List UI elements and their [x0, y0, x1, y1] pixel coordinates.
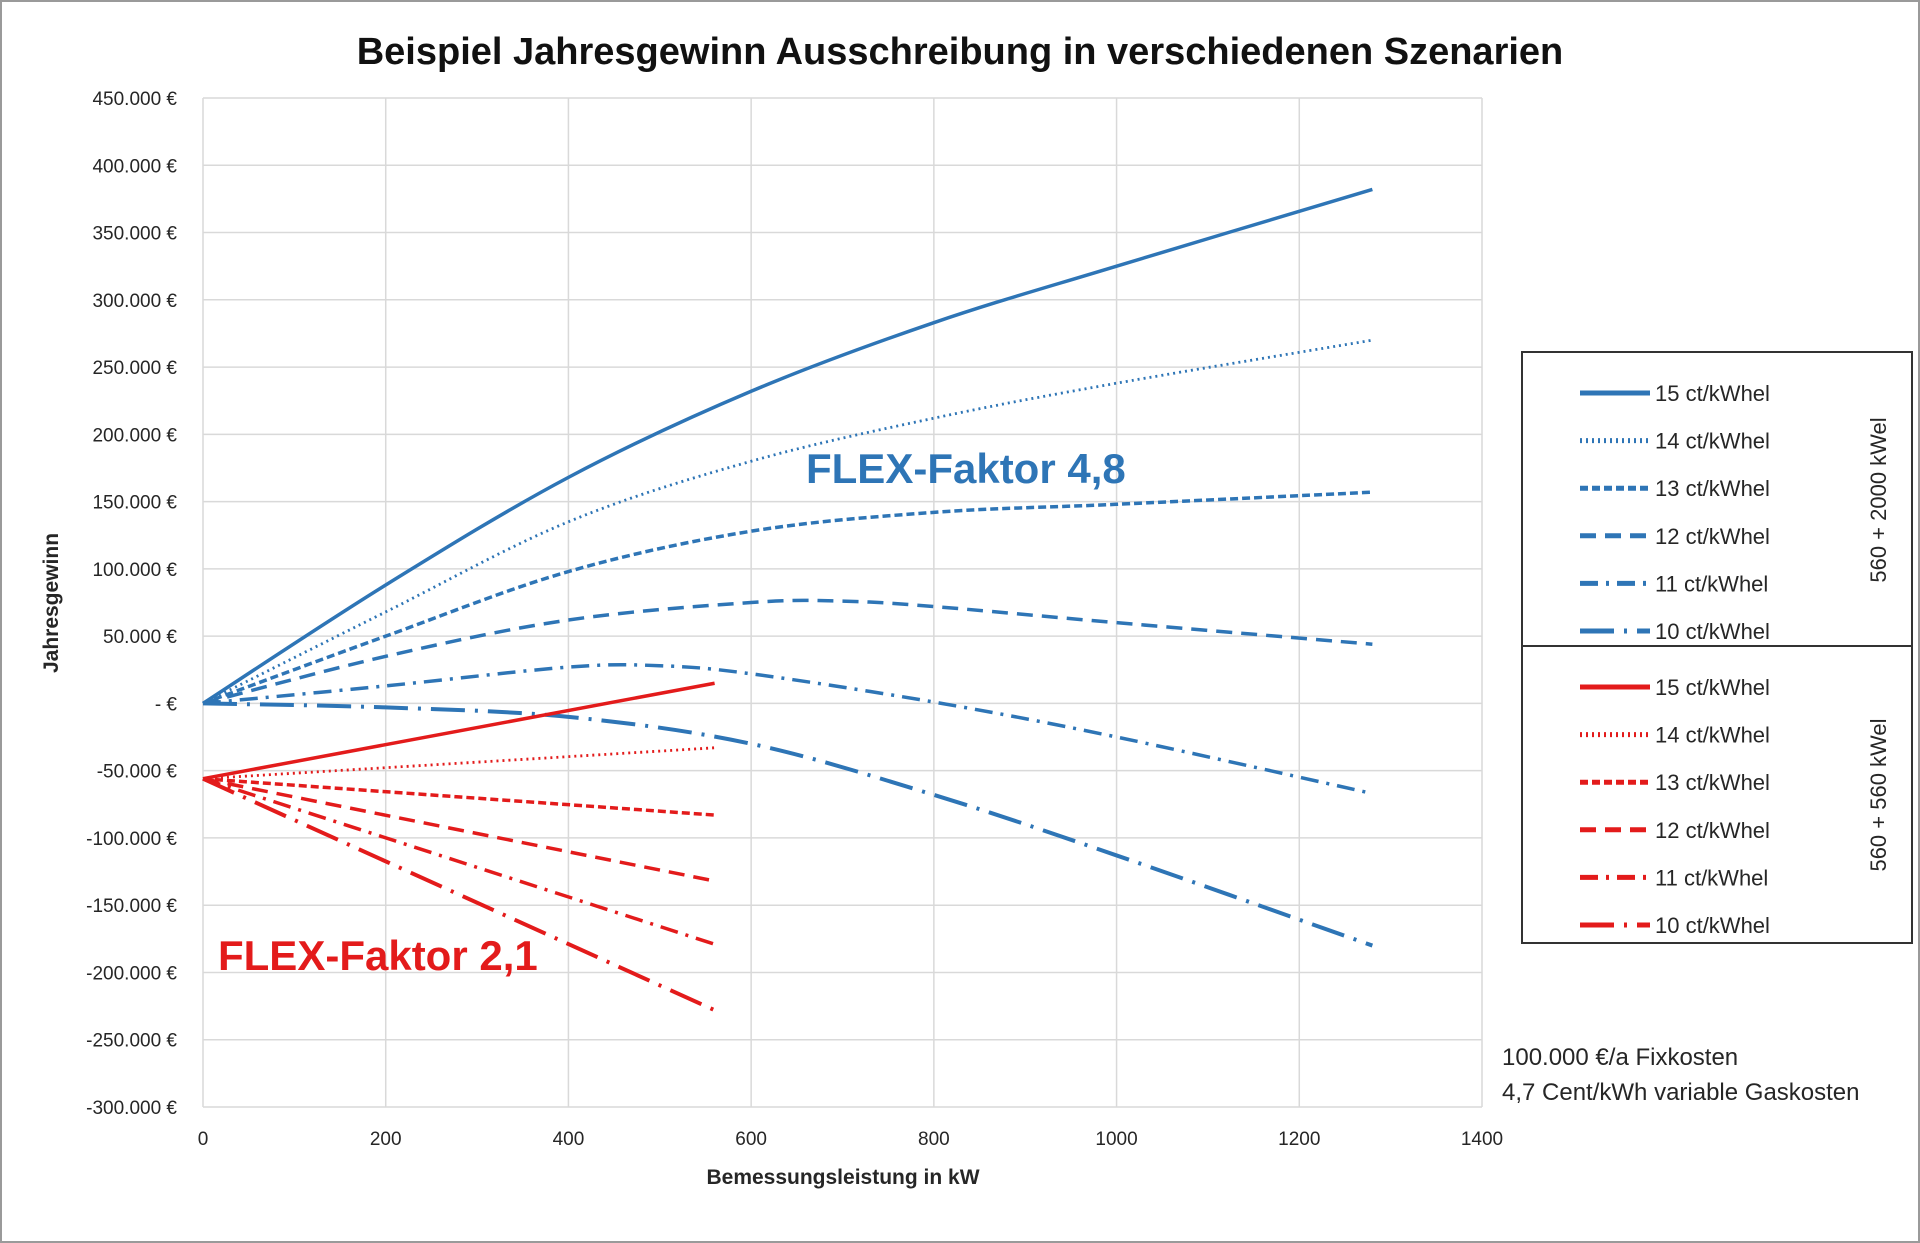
- note-gaskosten: 4,7 Cent/kWh variable Gaskosten: [1502, 1079, 1860, 1106]
- legend-label: 10 ct/kWhel: [1655, 913, 1770, 938]
- x-tick-label: 600: [735, 1129, 767, 1150]
- annotation-flex-2-1: FLEX-Faktor 2,1: [218, 932, 538, 979]
- legend-label: 13 ct/kWhel: [1655, 770, 1770, 795]
- x-tick-label: 1400: [1461, 1129, 1503, 1150]
- series-line-blue-14: [202, 338, 1373, 705]
- legend-label: 12 ct/kWhel: [1655, 818, 1770, 843]
- legend: 560 + 2000 kWel 560 + 560 kWel 15 ct/kWh…: [1521, 351, 1913, 944]
- series-line-red-10: [202, 776, 716, 1012]
- y-axis-ticks: 450.000 € 400.000 € 350.000 € 300.000 € 250.…: [86, 89, 177, 1119]
- x-axis-label: Bemessungsleistung in kW: [706, 1166, 979, 1189]
- y-tick-label: -200.000 €: [86, 963, 177, 984]
- y-tick-label: 400.000 €: [92, 156, 177, 177]
- legend-label: 15 ct/kWhel: [1655, 675, 1770, 700]
- legend-box-red: [1521, 645, 1913, 944]
- x-tick-label: 1200: [1278, 1129, 1320, 1150]
- series-line-red-14: [202, 746, 715, 781]
- y-tick-label: -250.000 €: [86, 1031, 177, 1052]
- legend-group-label-red: 560 + 560 kWel: [1866, 718, 1891, 871]
- series-line-blue-15: [202, 187, 1373, 705]
- series-line-blue-11: [202, 662, 1373, 796]
- y-tick-label: 300.000 €: [92, 291, 177, 312]
- y-axis-label: Jahresgewinn: [40, 533, 63, 673]
- y-tick-label: 350.000 €: [92, 224, 177, 245]
- x-tick-label: 800: [918, 1129, 950, 1150]
- legend-label: 14 ct/kWhel: [1655, 723, 1770, 748]
- legend-label: 11 ct/kWhel: [1655, 865, 1768, 890]
- chart-title: Beispiel Jahresgewinn Ausschreibung in v…: [357, 31, 1564, 73]
- y-tick-label: -100.000 €: [86, 829, 177, 850]
- series-line-blue-10: [202, 701, 1374, 948]
- y-tick-label: -300.000 €: [86, 1098, 177, 1119]
- series-line-red-12: [202, 777, 715, 883]
- annotation-flex-4-8: FLEX-Faktor 4,8: [806, 445, 1126, 492]
- legend-label: 10 ct/kWhel: [1655, 619, 1770, 644]
- series-line-red-15: [202, 681, 715, 781]
- y-tick-label: 150.000 €: [92, 493, 177, 514]
- y-tick-label: - €: [155, 694, 178, 715]
- legend-group-label-blue: 560 + 2000 kWel: [1866, 417, 1891, 582]
- note-fixkosten: 100.000 €/a Fixkosten: [1502, 1044, 1738, 1071]
- x-tick-label: 0: [198, 1129, 209, 1150]
- y-tick-label: -50.000 €: [97, 762, 178, 783]
- series-line-red-11: [202, 777, 716, 946]
- series-line-blue-12: [202, 598, 1373, 706]
- y-tick-label: 450.000 €: [92, 89, 177, 110]
- series-line-blue-13: [202, 490, 1373, 706]
- x-tick-label: 1000: [1095, 1129, 1137, 1150]
- y-tick-label: 50.000 €: [103, 627, 177, 648]
- legend-label: 11 ct/kWhel: [1655, 571, 1768, 596]
- y-tick-label: 250.000 €: [92, 358, 177, 379]
- x-axis-ticks: 0 200 400 600 800 1000 1200 1400: [198, 1129, 1503, 1150]
- y-tick-label: -150.000 €: [86, 896, 177, 917]
- x-tick-label: 200: [370, 1129, 402, 1150]
- legend-label: 13 ct/kWhel: [1655, 476, 1770, 501]
- legend-box-blue: [1521, 351, 1913, 647]
- series-lines: [202, 187, 1374, 1012]
- legend-label: 14 ct/kWhel: [1655, 429, 1770, 454]
- x-tick-label: 400: [553, 1129, 585, 1150]
- legend-label: 12 ct/kWhel: [1655, 524, 1770, 549]
- y-tick-label: 100.000 €: [92, 560, 177, 581]
- legend-label: 15 ct/kWhel: [1655, 381, 1770, 406]
- series-line-red-13: [202, 776, 715, 817]
- y-tick-label: 200.000 €: [92, 425, 177, 446]
